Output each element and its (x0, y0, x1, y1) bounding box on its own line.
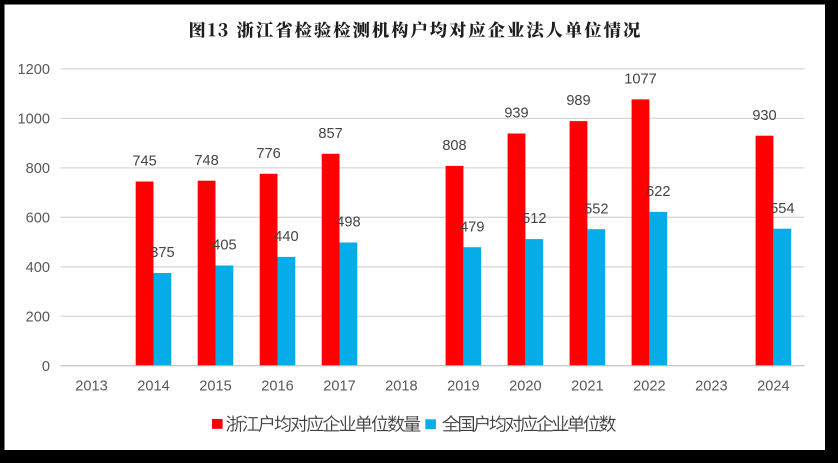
svg-text:552: 552 (584, 201, 608, 217)
svg-text:554: 554 (770, 201, 794, 217)
svg-text:2013: 2013 (75, 379, 107, 395)
svg-text:0: 0 (42, 359, 50, 375)
svg-text:2023: 2023 (695, 379, 727, 395)
svg-text:2020: 2020 (509, 379, 541, 395)
svg-text:375: 375 (150, 245, 174, 261)
svg-text:479: 479 (460, 219, 484, 235)
svg-text:939: 939 (504, 106, 528, 122)
svg-text:745: 745 (132, 154, 156, 170)
svg-text:400: 400 (26, 260, 50, 276)
svg-text:1000: 1000 (18, 112, 50, 128)
svg-text:2018: 2018 (385, 379, 417, 395)
svg-text:776: 776 (256, 146, 280, 162)
svg-text:200: 200 (26, 310, 50, 326)
svg-text:2014: 2014 (137, 379, 169, 395)
svg-text:800: 800 (26, 161, 50, 177)
svg-text:2017: 2017 (323, 379, 355, 395)
svg-text:512: 512 (522, 211, 546, 227)
svg-text:2024: 2024 (757, 379, 789, 395)
svg-text:1077: 1077 (624, 72, 656, 88)
svg-text:622: 622 (646, 184, 670, 200)
svg-text:405: 405 (212, 238, 236, 254)
svg-text:857: 857 (318, 126, 342, 142)
svg-text:1200: 1200 (18, 62, 50, 78)
svg-text:808: 808 (442, 138, 466, 154)
svg-text:600: 600 (26, 211, 50, 227)
svg-text:2019: 2019 (447, 379, 479, 395)
svg-text:2022: 2022 (633, 379, 665, 395)
svg-text:2015: 2015 (199, 379, 231, 395)
svg-text:440: 440 (274, 229, 298, 245)
svg-text:2021: 2021 (571, 379, 603, 395)
svg-text:748: 748 (194, 153, 218, 169)
svg-text:498: 498 (336, 215, 360, 231)
svg-text:989: 989 (566, 93, 590, 109)
svg-text:930: 930 (752, 108, 776, 124)
svg-text:2016: 2016 (261, 379, 293, 395)
